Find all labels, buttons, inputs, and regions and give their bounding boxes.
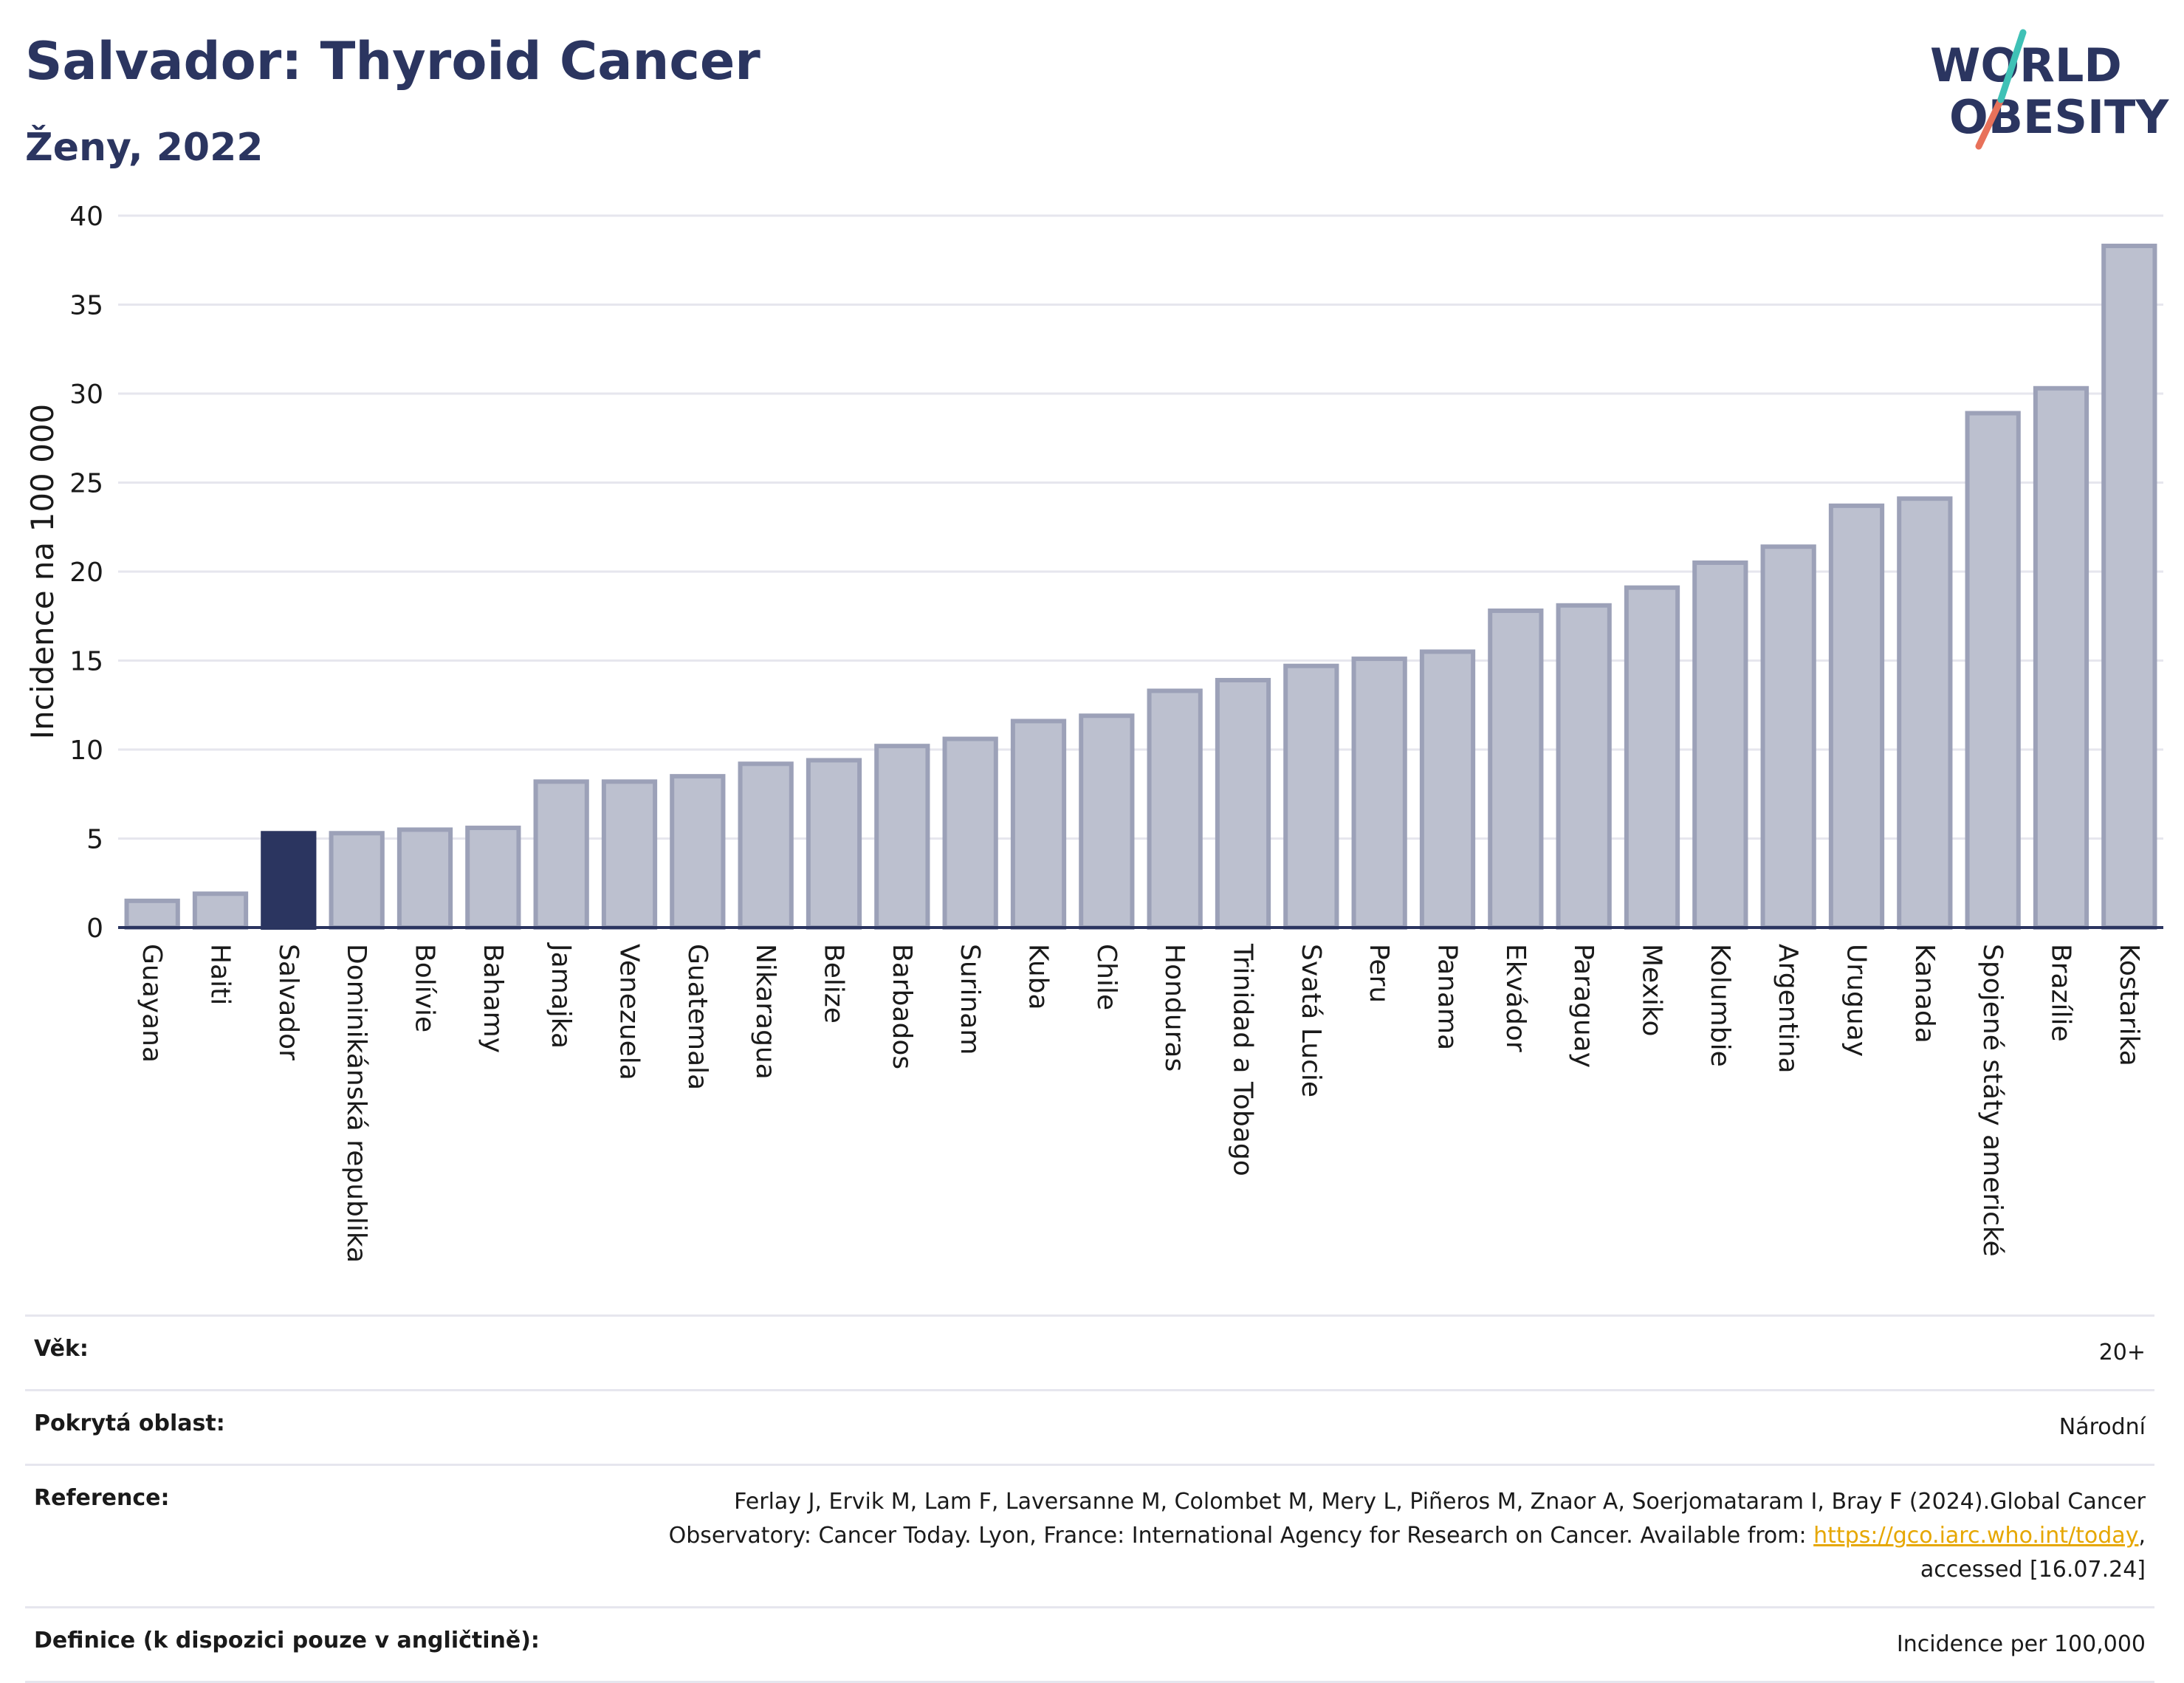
meta-row-reference: Reference: Ferlay J, Ervik M, Lam F, Lav… — [25, 1464, 2154, 1606]
bar-chart: 0 5 10 15 20 25 30 35 40 Incidence na 100 000 Guay… — [24, 202, 2163, 1263]
bar — [396, 827, 453, 930]
world-obesity-logo: WORLD OBESITY — [1930, 29, 2169, 150]
bar — [1419, 649, 1476, 930]
y-tick-label: 35 — [69, 291, 103, 321]
x-tick-label: Svatá Lucie — [1296, 944, 1326, 1097]
x-tick-label: Spojené státy americké — [1977, 944, 2008, 1257]
x-tick-label: Barbados — [887, 944, 917, 1069]
x-tick-label: Peru — [1364, 944, 1394, 1003]
bar — [1010, 719, 1067, 930]
y-tick-label: 15 — [69, 647, 103, 677]
bar — [124, 898, 180, 930]
bar — [601, 779, 658, 930]
metadata-table: Věk: 20+ Pokrytá oblast: Národní Referen… — [25, 1314, 2154, 1683]
x-tick-label: Kostarika — [2114, 944, 2144, 1066]
logo-line1: WORLD — [1930, 38, 2122, 92]
x-tick-label: Argentina — [1773, 944, 1803, 1074]
y-tick-label: 5 — [86, 825, 103, 855]
bar — [1079, 713, 1135, 930]
reference-link[interactable]: https://gco.iarc.who.int/today — [1813, 1523, 2139, 1549]
x-tick-label: Belize — [819, 944, 849, 1024]
reference-text: Ferlay J, Ervik M, Lam F, Laversanne M, … — [668, 1489, 2146, 1549]
x-tick-label: Kanada — [1909, 944, 1940, 1043]
x-tick-label: Mexiko — [1637, 944, 1667, 1036]
coverage-label: Pokrytá oblast: — [34, 1411, 225, 1436]
definition-label: Definice (k dispozici pouze v angličtině… — [34, 1628, 540, 1653]
bar — [806, 758, 862, 930]
y-tick-label: 40 — [69, 202, 103, 232]
meta-row-coverage: Pokrytá oblast: Národní — [25, 1389, 2154, 1464]
bar — [1351, 657, 1407, 930]
bar — [1556, 603, 1612, 930]
logo-slash-red — [1975, 96, 2005, 150]
coverage-value: Národní — [2058, 1414, 2146, 1440]
x-tick-label: Nikaragua — [750, 944, 780, 1080]
bar — [533, 779, 589, 930]
x-tick-label: Paraguay — [1568, 944, 1598, 1068]
x-tick-label: Ekvádor — [1500, 944, 1531, 1052]
bar — [874, 744, 930, 930]
bar — [2101, 243, 2157, 930]
x-tick-label: Kuba — [1023, 944, 1054, 1010]
x-tick-label: Trinidad a Tobago — [1228, 943, 1258, 1176]
y-axis-title: Incidence na 100 000 — [24, 404, 61, 740]
x-tick-label: Guayana — [137, 944, 167, 1063]
bar — [1624, 585, 1680, 930]
age-label: Věk: — [34, 1336, 89, 1362]
x-tick-label: Dominikánská republika — [341, 944, 371, 1263]
bar — [738, 761, 794, 930]
y-tick-label: 0 — [86, 914, 103, 944]
bar — [1692, 560, 1748, 930]
meta-row-age: Věk: 20+ — [25, 1314, 2154, 1389]
bar — [1147, 688, 1203, 930]
y-tick-label: 25 — [69, 469, 103, 499]
bar — [192, 891, 249, 930]
bar — [261, 831, 317, 930]
bar — [465, 826, 521, 930]
reference-value: Ferlay J, Ervik M, Lam F, Laversanne M, … — [595, 1485, 2146, 1587]
x-tick-label: Honduras — [1159, 944, 1189, 1072]
x-tick-label: Salvador — [273, 944, 303, 1060]
x-tick-label: Jamajka — [546, 942, 576, 1049]
bar — [1965, 411, 2021, 930]
x-tick-label: Venezuela — [614, 944, 645, 1080]
x-tick-label: Brazílie — [2046, 944, 2076, 1042]
bar — [1283, 663, 1339, 930]
bar — [1897, 496, 1953, 930]
bar — [670, 774, 726, 930]
page-title: Salvador: Thyroid Cancer — [25, 31, 760, 92]
bar — [1828, 503, 1885, 930]
bar — [329, 831, 385, 930]
bar — [2033, 385, 2089, 930]
x-tick-label: Panama — [1432, 944, 1463, 1050]
definition-value: Incidence per 100,000 — [1896, 1631, 2146, 1657]
logo-slash-teal — [1997, 29, 2027, 103]
bar — [1760, 544, 1816, 930]
y-tick-label: 10 — [69, 736, 103, 766]
x-tick-label: Bolívie — [410, 944, 440, 1032]
x-tick-label: Haiti — [205, 944, 236, 1005]
reference-suffix: , accessed [16.07.24] — [1920, 1523, 2146, 1583]
meta-row-definition: Definice (k dispozici pouze v angličtině… — [25, 1606, 2154, 1683]
reference-label: Reference: — [34, 1485, 170, 1511]
x-tick-label: Surinam — [955, 944, 985, 1055]
x-tick-label: Kolumbie — [1705, 944, 1735, 1067]
y-tick-label: 20 — [69, 558, 103, 588]
y-tick-label: 30 — [69, 380, 103, 410]
x-tick-label: Uruguay — [1841, 944, 1872, 1057]
bar — [1488, 609, 1544, 930]
bar — [942, 736, 998, 930]
x-tick-label: Chile — [1091, 944, 1122, 1010]
bar — [1215, 678, 1271, 930]
page-subtitle: Ženy, 2022 — [25, 126, 264, 170]
x-tick-label: Guatemala — [682, 944, 712, 1090]
age-value: 20+ — [2098, 1340, 2146, 1365]
x-tick-label: Bahamy — [478, 944, 508, 1053]
